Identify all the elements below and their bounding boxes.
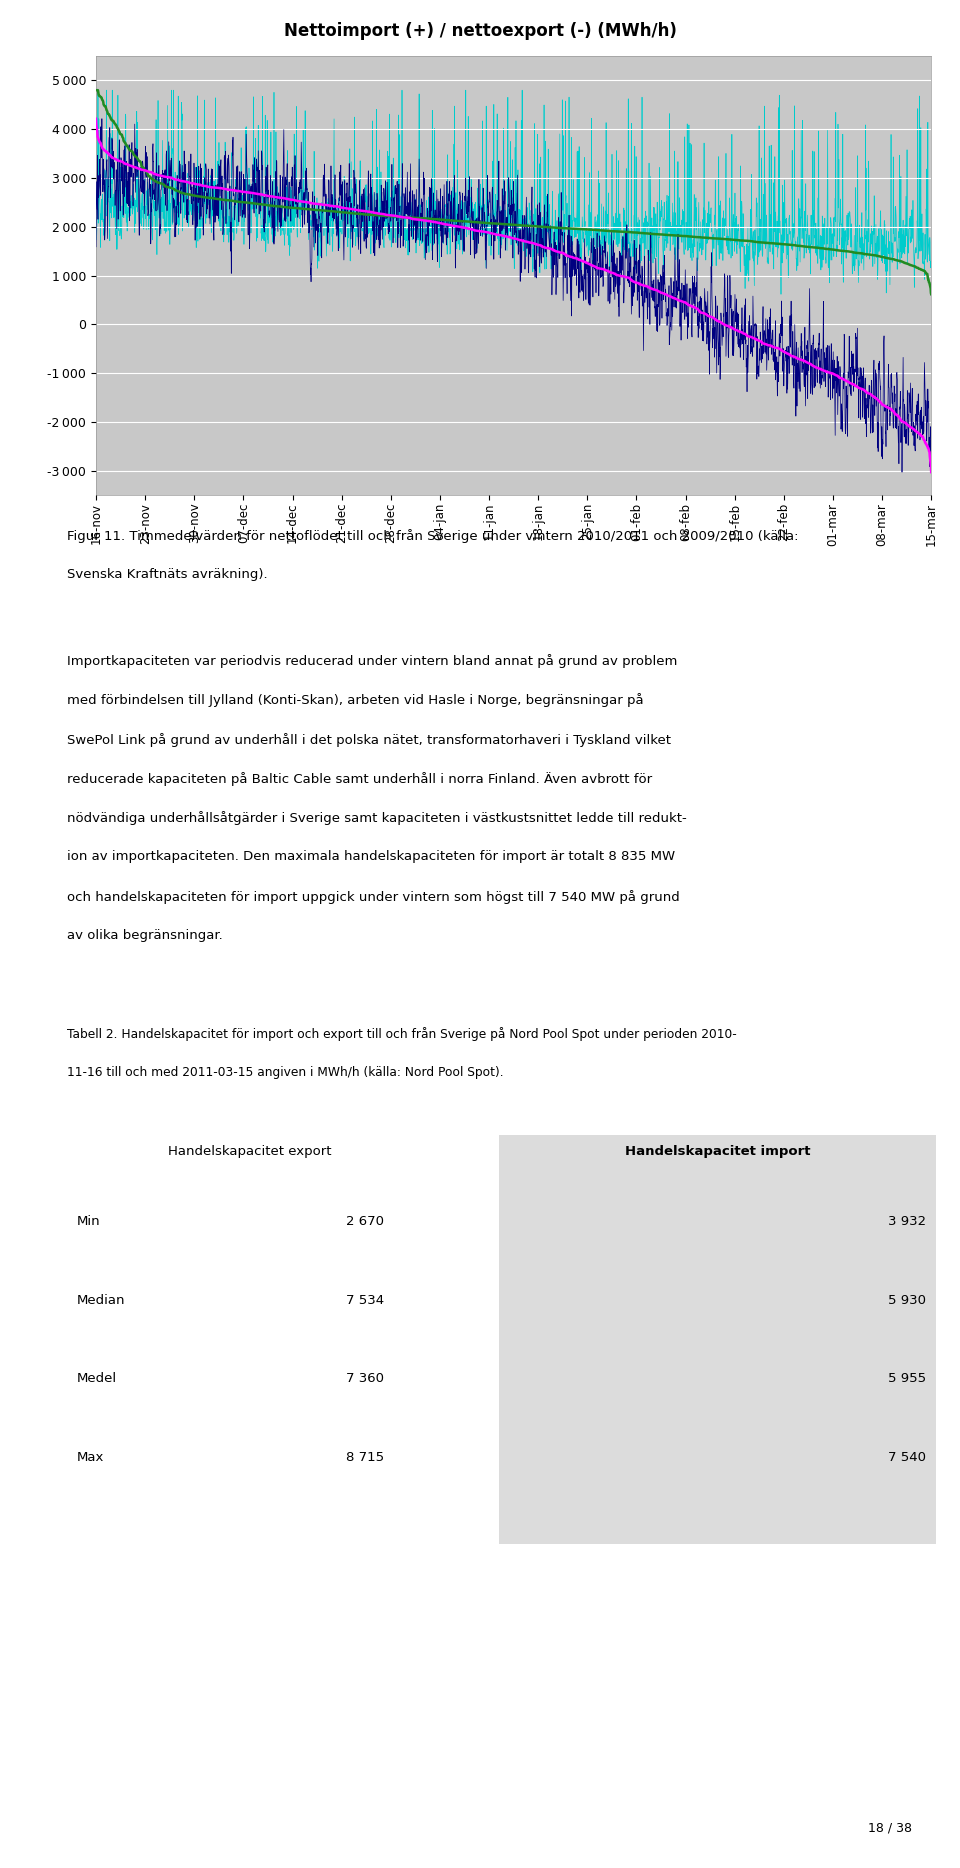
Text: av olika begränsningar.: av olika begränsningar. — [67, 928, 223, 941]
Text: SwePol Link på grund av underhåll i det polska nätet, transformatorhaveri i Tysk: SwePol Link på grund av underhåll i det … — [67, 732, 671, 747]
Text: 18 / 38: 18 / 38 — [868, 1821, 912, 1834]
Text: Handelskapacitet export: Handelskapacitet export — [168, 1145, 331, 1158]
Text: 5 930: 5 930 — [888, 1295, 926, 1306]
Text: Nettoimport (+) / nettoexport (-) (MWh/h): Nettoimport (+) / nettoexport (-) (MWh/h… — [283, 22, 677, 41]
Text: med förbindelsen till Jylland (Konti-Skan), arbeten vid Hasle i Norge, begränsni: med förbindelsen till Jylland (Konti-Ska… — [67, 693, 644, 708]
Text: 7 534: 7 534 — [346, 1295, 384, 1306]
Text: 2 670: 2 670 — [346, 1216, 384, 1227]
Text: Max: Max — [77, 1451, 105, 1463]
Text: 3 932: 3 932 — [888, 1216, 926, 1227]
Text: Figur 11. Timmedelvärden för nettoflödet till och från Sverige under vintern 201: Figur 11. Timmedelvärden för nettoflödet… — [67, 529, 799, 542]
Text: Min: Min — [77, 1216, 101, 1227]
Text: Median: Median — [77, 1295, 126, 1306]
Text: 5 955: 5 955 — [888, 1373, 926, 1384]
Text: Tabell 2. Handelskapacitet för import och export till och från Sverige på Nord P: Tabell 2. Handelskapacitet för import oc… — [67, 1027, 737, 1040]
Text: ion av importkapaciteten. Den maximala handelskapaciteten för import är totalt 8: ion av importkapaciteten. Den maximala h… — [67, 850, 675, 863]
Text: 7 360: 7 360 — [346, 1373, 384, 1384]
Text: 7 540: 7 540 — [888, 1451, 926, 1463]
Text: Handelskapacitet import: Handelskapacitet import — [625, 1145, 810, 1158]
Text: Svenska Kraftnäts avräkning).: Svenska Kraftnäts avräkning). — [67, 568, 268, 581]
Text: 11-16 till och med 2011-03-15 angiven i MWh/h (källa: Nord Pool Spot).: 11-16 till och med 2011-03-15 angiven i … — [67, 1067, 504, 1080]
Text: Medel: Medel — [77, 1373, 117, 1384]
Text: nödvändiga underhållsåtgärder i Sverige samt kapaciteten i västkustsnittet ledde: nödvändiga underhållsåtgärder i Sverige … — [67, 811, 687, 826]
Text: Importkapaciteten var periodvis reducerad under vintern bland annat på grund av : Importkapaciteten var periodvis reducera… — [67, 654, 678, 669]
Text: reducerade kapaciteten på Baltic Cable samt underhåll i norra Finland. Även avbr: reducerade kapaciteten på Baltic Cable s… — [67, 771, 653, 786]
Text: 8 715: 8 715 — [346, 1451, 384, 1463]
Text: och handelskapaciteten för import uppgick under vintern som högst till 7 540 MW : och handelskapaciteten för import uppgic… — [67, 889, 680, 904]
